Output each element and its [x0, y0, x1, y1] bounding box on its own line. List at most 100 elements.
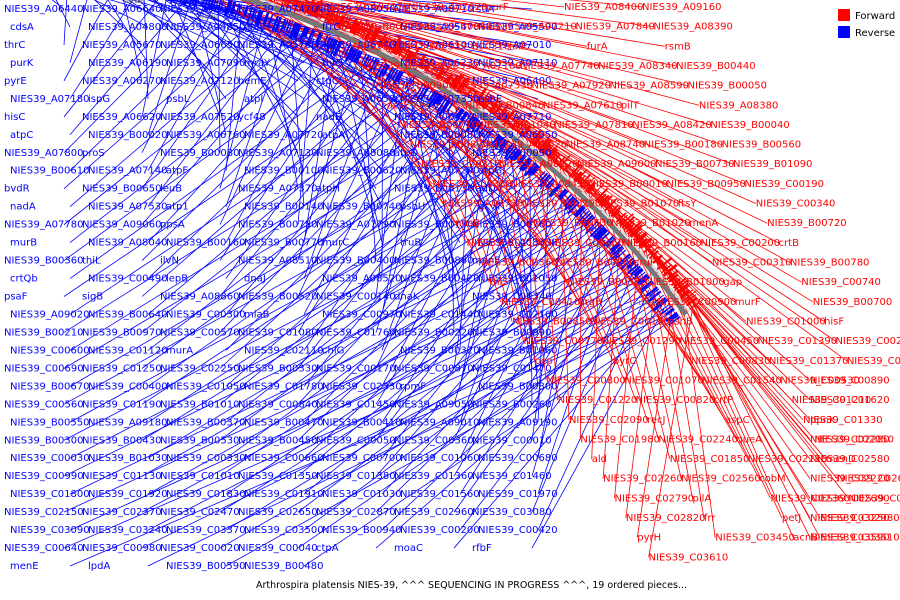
reverse-gene-label: NIES39_B00370: [166, 417, 246, 428]
reverse-gene: [498, 138, 508, 150]
forward-gene: [405, 50, 413, 62]
forward-gene-label: NIES39_C01210: [792, 395, 872, 406]
reverse-gene: [213, 0, 219, 13]
reverse-gene: [365, 55, 372, 68]
forward-gene-label: NIES39_C03450: [715, 533, 795, 544]
reverse-gene: [344, 45, 351, 56]
forward-gene: [516, 119, 528, 134]
reverse-gene-label: NIES39_C03370: [166, 525, 246, 536]
reverse-gene-label: NIES39_A08330: [478, 238, 557, 249]
leader-line: [141, 18, 262, 189]
forward-gene-label: NIES39_C01290: [601, 336, 681, 347]
leader-line: [63, 33, 304, 225]
forward-gene: [594, 188, 609, 202]
forward-gene-label: NIES39_C02360: [770, 493, 850, 504]
figure-caption: Arthrospira platensis NIES-39, ^^^ SEQUE…: [256, 580, 687, 591]
forward-gene: [531, 134, 542, 146]
reverse-gene-label: NIES39_C01050: [166, 381, 246, 392]
forward-gene-label: NIES39_C00350: [432, 179, 512, 190]
forward-gene: [501, 111, 510, 123]
reverse-gene-label: NIES39_C00140: [316, 292, 396, 303]
forward-gene: [623, 219, 635, 231]
leader-line: [127, 0, 227, 64]
forward-gene-label: NIES39_B00780: [790, 258, 870, 269]
reverse-gene-label: NIES39_C01080: [238, 327, 318, 338]
forward-gene: [270, 0, 273, 2]
forward-gene: [662, 263, 678, 277]
backbone-arc: [240, 0, 688, 316]
reverse-gene-label: NIES39_C01010: [160, 471, 240, 482]
forward-gene: [316, 2, 324, 19]
leader-line: [173, 0, 383, 100]
leader-line: [219, 130, 481, 369]
reverse-gene: [458, 112, 469, 127]
forward-gene-label: recJ: [647, 415, 666, 426]
reverse-gene-label: NIES39_A06940: [160, 4, 239, 15]
leader-line: [225, 12, 242, 171]
forward-gene-label: ppnK: [810, 415, 836, 426]
reverse-gene-label: NIES39_C00560: [4, 399, 84, 410]
leader-line: [147, 0, 192, 135]
leader-line: [147, 275, 639, 531]
reverse-gene-label: moaC: [394, 543, 423, 554]
forward-gene: [621, 216, 635, 229]
leader-line: [394, 0, 533, 10]
forward-gene-label: NIES39_C00180: [590, 316, 670, 327]
reverse-gene: [279, 18, 287, 32]
reverse-gene-label: NIES39_B00360: [4, 256, 84, 267]
forward-gene-label: ftsY: [678, 199, 697, 210]
reverse-gene: [348, 47, 357, 61]
forward-gene: [674, 280, 688, 291]
leader-line: [229, 0, 399, 126]
forward-gene-label: NIES39_B01040: [476, 120, 556, 131]
leader-line: [141, 294, 654, 549]
forward-gene: [558, 155, 571, 169]
reverse-gene: [332, 40, 342, 57]
reverse-gene: [518, 157, 531, 171]
leader-line: [352, 24, 545, 244]
leader-line: [303, 47, 337, 243]
reverse-gene-label: atpF: [166, 166, 188, 177]
forward-gene: [283, 0, 288, 6]
forward-gene: [548, 148, 559, 160]
leader-line: [69, 25, 282, 207]
reverse-gene: [633, 267, 644, 277]
reverse-gene: [498, 140, 509, 153]
reverse-gene: [521, 158, 533, 172]
reverse-gene: [512, 150, 523, 162]
leader-line: [69, 112, 455, 351]
forward-gene: [291, 0, 296, 9]
reverse-gene-label: NIES39_B00320: [400, 345, 480, 356]
leader-line: [242, 0, 410, 145]
forward-gene: [619, 213, 634, 227]
leader-line: [367, 31, 779, 244]
reverse-gene-label: NIES39_C00690: [4, 363, 84, 374]
reverse-gene: [428, 90, 437, 102]
reverse-gene: [437, 96, 445, 106]
leader-line: [294, 0, 711, 126]
leader-line: [297, 262, 628, 513]
reverse-gene-label: NIES39_A07470: [238, 4, 317, 15]
reverse-gene: [531, 165, 541, 176]
reverse-gene-label: NIES39_C00420: [478, 525, 558, 536]
reverse-gene: [378, 62, 388, 78]
forward-gene-label: NIES39_A08340: [598, 61, 677, 72]
reverse-gene-label: NIES39_A06190: [88, 58, 167, 69]
reverse-gene-label: NIES39_A09050: [394, 399, 473, 410]
forward-gene: [397, 45, 405, 57]
legend-reverse-label: Reverse: [855, 28, 895, 39]
reverse-gene: [243, 5, 250, 17]
forward-gene: [684, 294, 697, 304]
forward-gene-label: NIES39_B00390: [364, 61, 444, 72]
forward-gene: [326, 7, 336, 24]
leader-line: [614, 236, 641, 499]
gene-labels: NIES39_A06440NIES39_A06640NIES39_A06940N…: [4, 2, 900, 572]
forward-gene: [311, 1, 321, 17]
reverse-gene: [374, 61, 385, 79]
forward-gene: [590, 183, 605, 198]
reverse-gene: [325, 36, 332, 47]
reverse-gene-label: NIES39_B00210: [4, 327, 84, 338]
reverse-gene: [329, 39, 339, 57]
reverse-gene-label: NIES39_A06440: [4, 4, 83, 15]
reverse-gene-label: NIES39_A07180: [10, 94, 89, 105]
